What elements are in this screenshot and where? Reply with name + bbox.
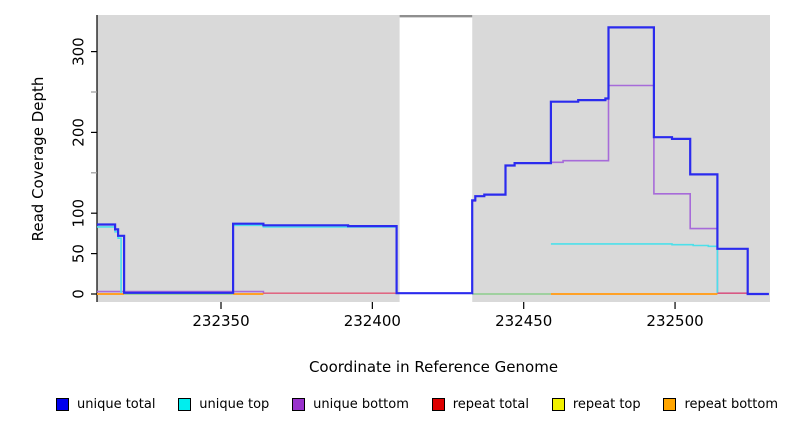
- legend-swatch-icon: [292, 398, 306, 411]
- legend-item-repeat-top: repeat top: [551, 397, 641, 412]
- x-tick-label: 232500: [646, 312, 703, 330]
- y-tick-label: 100: [70, 199, 88, 228]
- y-tick-label: 0: [70, 289, 88, 299]
- legend-item-unique-top: unique top: [178, 397, 269, 412]
- y-axis-title: Read Coverage Depth: [29, 76, 47, 242]
- legend-swatch-icon: [663, 398, 677, 411]
- legend-swatch-icon: [551, 398, 565, 411]
- legend-label: repeat bottom: [684, 397, 778, 412]
- x-tick-label: 232450: [495, 312, 552, 330]
- legend-item-unique-total: unique total: [56, 397, 155, 412]
- legend-item-unique-bottom: unique bottom: [292, 397, 409, 412]
- y-tick-label: 200: [70, 118, 88, 147]
- legend-label: repeat total: [452, 397, 529, 412]
- legend-label: unique bottom: [313, 397, 409, 412]
- x-tick-label: 232400: [344, 312, 401, 330]
- legend-swatch-icon: [56, 398, 69, 411]
- x-tick-label: 232350: [192, 312, 249, 330]
- uncovered-gap: [399, 15, 473, 302]
- legend-label: unique top: [199, 397, 270, 412]
- y-tick-label: 300: [70, 37, 88, 66]
- series-line-unique-total: [97, 26, 769, 296]
- legend: unique total unique top unique bottom repea…: [0, 397, 792, 412]
- legend-label: repeat top: [572, 397, 641, 412]
- legend-swatch-icon: [178, 398, 192, 411]
- legend-item-repeat-bottom: repeat bottom: [663, 397, 778, 412]
- x-axis-title: Coordinate in Reference Genome: [308, 358, 559, 376]
- legend-item-repeat-total: repeat total: [431, 397, 529, 412]
- y-tick-label: 50: [70, 244, 88, 263]
- series-line-unique-top: [550, 243, 719, 294]
- legend-label: unique total: [77, 397, 156, 412]
- legend-swatch-icon: [431, 398, 445, 411]
